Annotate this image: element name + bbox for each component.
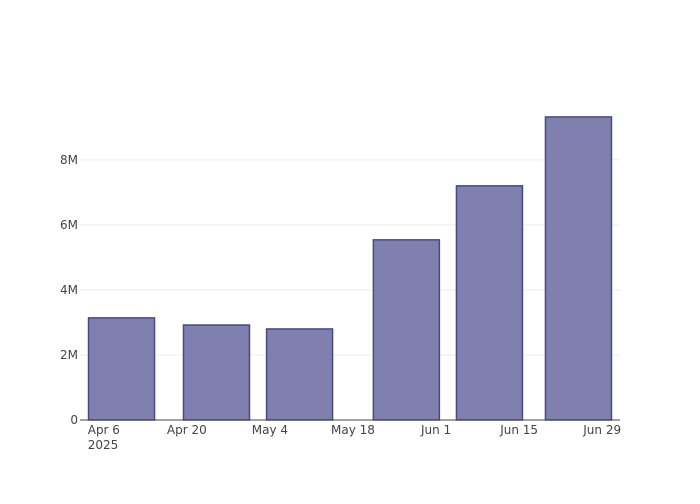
x-tick-label: May 4 <box>252 423 288 437</box>
y-tick-label: 0 <box>70 413 78 427</box>
y-tick-label: 4M <box>60 283 78 297</box>
x-tick-label: Jun 1 <box>420 423 451 437</box>
x-tick-line: 2025 <box>88 438 119 452</box>
x-tick-label: Jun 15 <box>499 423 538 437</box>
x-tick-label: Apr 6 2025 <box>88 423 120 452</box>
x-tick-label: May 18 <box>331 423 375 437</box>
bar <box>87 317 156 421</box>
y-tick-label: 6M <box>60 218 78 232</box>
bar <box>182 324 251 421</box>
bar <box>265 328 334 421</box>
y-tick-label: 2M <box>60 348 78 362</box>
y-tick-label: 8M <box>60 153 78 167</box>
x-tick-line: May 4 <box>252 423 288 437</box>
x-tick-label: Jun 29 <box>582 423 621 437</box>
x-tick-line: Jun 29 <box>582 423 621 437</box>
bar <box>544 116 613 421</box>
x-tick-line: Jun 1 <box>420 423 451 437</box>
bar <box>372 239 441 421</box>
x-tick-line: May 18 <box>331 423 375 437</box>
x-tick-line: Apr 6 <box>88 423 120 437</box>
x-tick-label: Apr 20 <box>167 423 207 437</box>
x-tick-line: Apr 20 <box>167 423 207 437</box>
bar <box>455 185 524 421</box>
x-tick-line: Jun 15 <box>499 423 538 437</box>
